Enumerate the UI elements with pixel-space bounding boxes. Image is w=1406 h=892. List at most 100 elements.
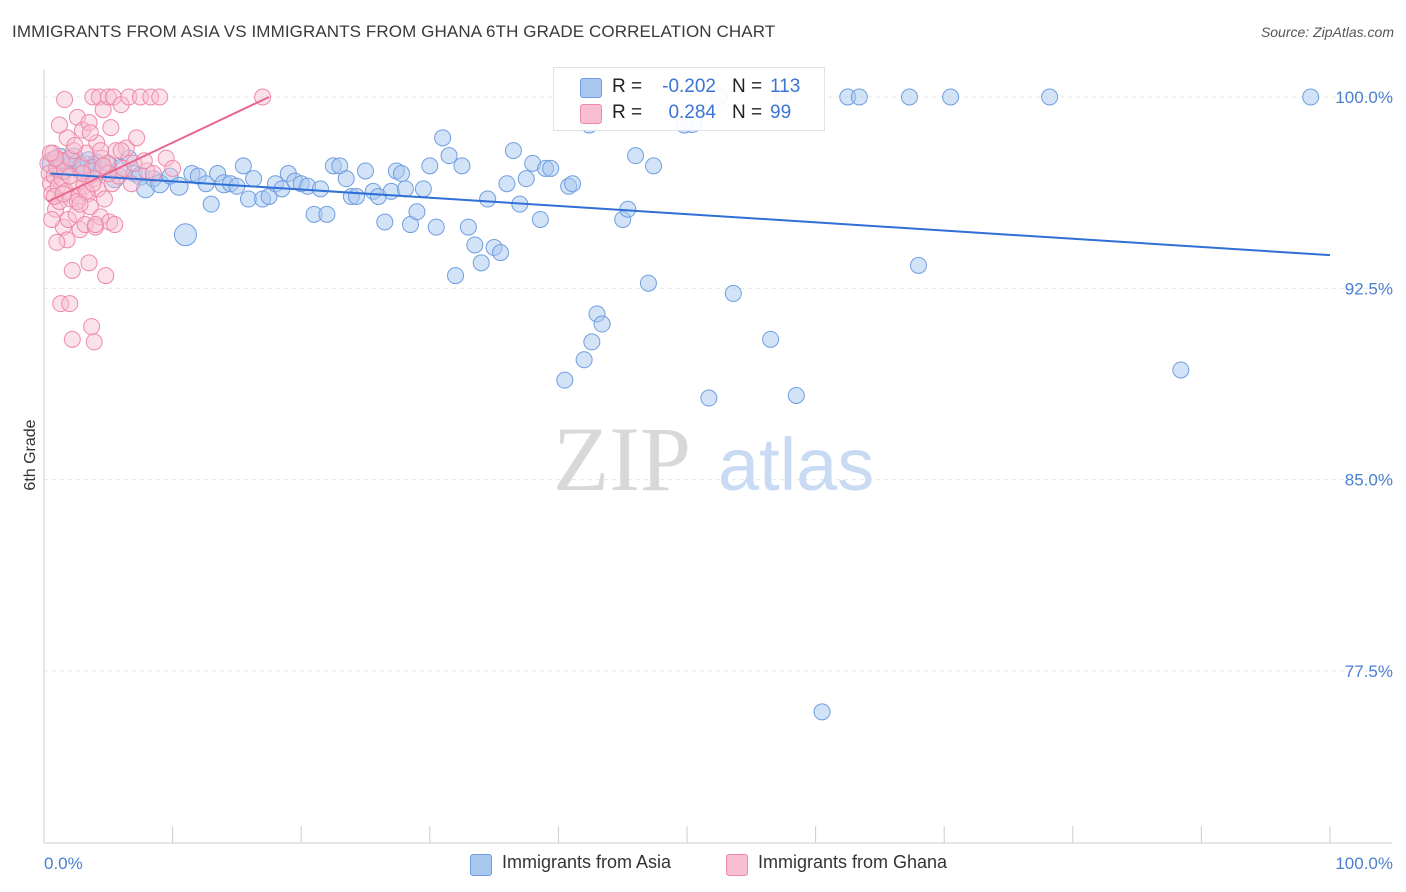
axes [43,70,1392,844]
asia-point [421,157,439,175]
ghana-point [47,200,65,218]
ghana-point [164,159,182,177]
ghana-point [63,261,81,279]
ghana-point [41,144,59,162]
asia-point [942,88,960,106]
asia-point [447,267,465,285]
ghana-point [80,254,98,272]
ghana-point [117,139,135,157]
ghana-point [50,116,68,134]
ghana-trend-line [47,96,270,203]
ghana-point [151,88,169,106]
asia-point [909,256,927,274]
legend-swatch-ghana [580,104,602,124]
ghana-point [112,142,130,160]
legend-n-label: N = [732,76,763,97]
ghana-point [99,88,117,106]
legend-n-label: N = [732,102,763,123]
ghana-point [142,88,160,106]
legend-n-value: 113 [770,76,801,97]
ghana-point [131,88,149,106]
asia-point [531,210,549,228]
ghana-point [63,330,81,348]
y-tick-label: 77.5% [1345,662,1393,681]
asia-trend-line [50,172,1331,257]
grid-lines [44,96,1392,672]
bottom-legend-label-ghana: Immigrants from Ghana [758,852,948,872]
asia-point [583,333,601,351]
legend-r-value: -0.202 [662,76,716,97]
asia-point [542,159,560,177]
y-axis-label: 6th Grade [22,419,39,490]
asia-point [396,180,414,198]
asia-point [347,187,365,205]
asia-point [408,203,426,221]
ghana-point [102,119,120,137]
ghana-point [92,142,110,160]
chart-title: IMMIGRANTS FROM ASIA VS IMMIGRANTS FROM … [12,22,776,41]
asia-point [169,176,189,196]
asia-point [376,213,394,231]
legend-r-value: 0.284 [668,102,716,123]
ghana-point [106,216,124,234]
ghana-point [97,267,115,285]
asia-point [434,129,452,147]
asia-point [239,190,257,208]
ghana-point [61,295,79,313]
bottom-legend-swatch-asia [470,854,492,876]
asia-point [504,142,522,160]
asia-point [459,218,477,236]
asia-point [440,147,458,165]
asia-point [564,175,582,193]
asia-point [311,180,329,198]
ghana-point [85,333,103,351]
asia-point [627,147,645,165]
asia-point [787,386,805,404]
asia-point [357,162,374,180]
ghana-point [81,124,99,142]
ghana-point [76,216,94,234]
y-tick-label: 100.0% [1335,88,1393,107]
asia-point [173,223,197,247]
asia-point [318,205,336,223]
ghana-point [128,129,146,147]
asia-point [813,703,831,721]
asia-point [498,175,516,193]
asia-point [393,165,411,183]
asia-point [382,182,400,200]
legend-r-label: R = [612,76,643,97]
asia-point [414,180,432,198]
x-tick-label: 100.0% [1335,854,1393,873]
ghana-point [88,134,106,152]
ghana-point [157,149,175,167]
ghana-point [56,91,74,109]
bottom-legend-label-asia: Immigrants from Asia [502,852,672,872]
asia-point [850,88,868,106]
ghana-point [66,136,84,154]
ghana-point [84,88,102,106]
bottom-legend-swatch-ghana [726,854,748,876]
ghana-point [48,233,66,251]
asia-point [202,195,220,213]
watermark: ZIP atlas [553,408,874,510]
ghana-point [83,318,101,336]
series-ghana-points [39,88,272,351]
series-asia-points [41,88,1320,721]
asia-point [593,315,611,333]
watermark-atlas: atlas [718,423,874,506]
ghana-point [94,157,112,175]
asia-point [466,236,484,254]
asia-point [575,351,593,369]
source-credit: Source: ZipAtlas.com [1260,24,1394,40]
ghana-point [43,210,61,228]
asia-point [245,170,263,188]
x-tick-label: 0.0% [44,854,83,873]
ghana-point [74,165,92,183]
ghana-point [52,295,70,313]
ghana-point [86,216,104,234]
ghana-point [120,88,138,106]
asia-point [479,190,497,208]
asia-point [234,157,252,175]
tick-labels: 77.5% 85.0% 92.5% 100.0% 0.0% 100.0% [44,88,1393,873]
